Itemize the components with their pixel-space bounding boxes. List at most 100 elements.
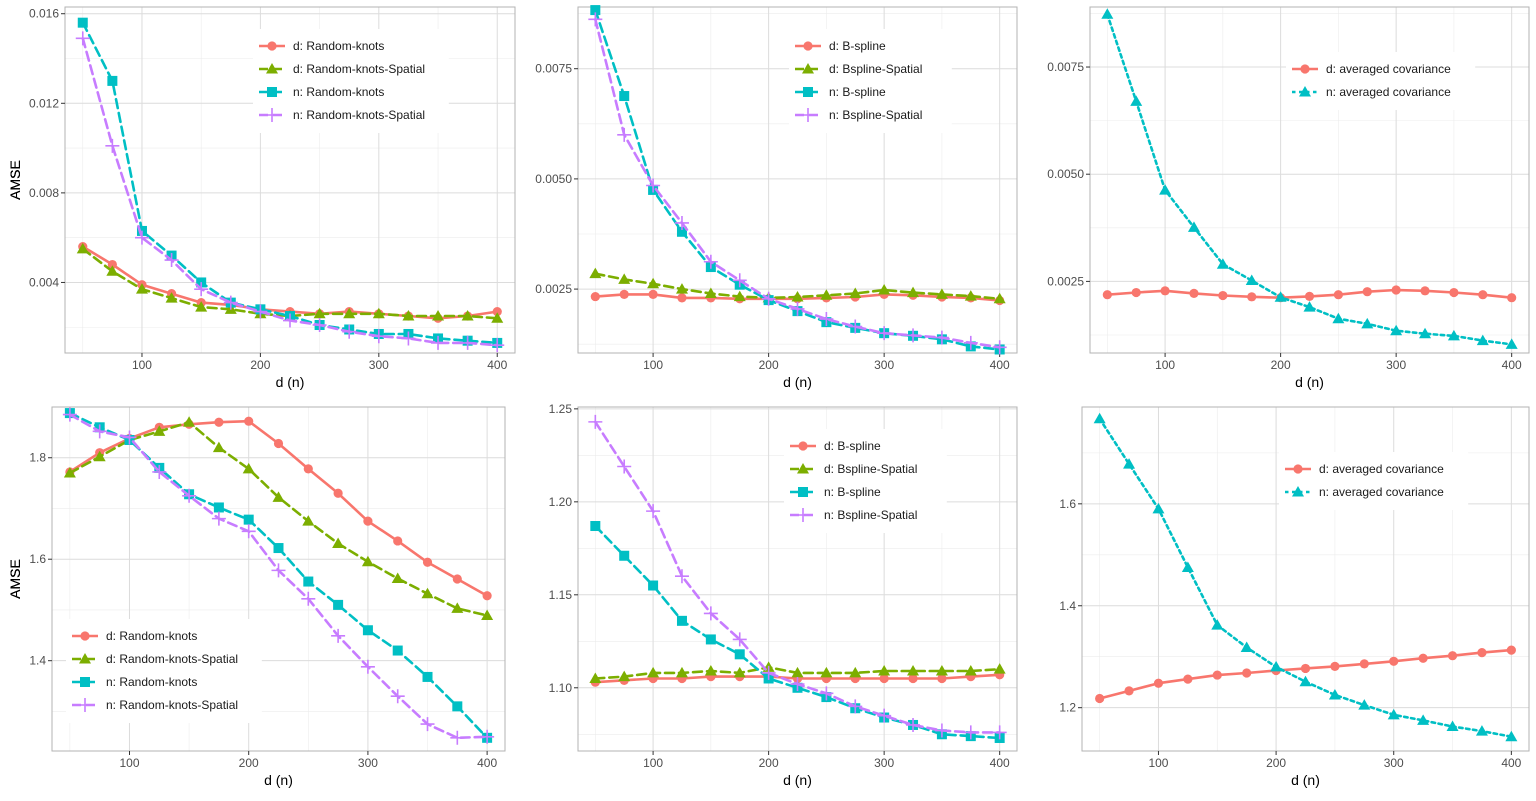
legend-label: n: B-spline — [829, 85, 886, 99]
legend: d: B-spline d: Bspline-Spatial n: B-spline… — [789, 29, 952, 133]
legend-key-marker — [796, 508, 810, 522]
data-point — [588, 12, 603, 27]
data-point — [393, 536, 403, 546]
data-point — [675, 283, 688, 294]
data-point — [1505, 338, 1518, 349]
data-point — [273, 543, 284, 554]
data-point — [420, 717, 435, 732]
data-point — [1102, 290, 1112, 300]
data-point — [214, 417, 224, 427]
y-tick-label: 1.25 — [549, 402, 573, 416]
data-point — [849, 666, 862, 678]
data-point — [390, 689, 405, 704]
data-point — [1419, 327, 1432, 339]
data-point — [849, 287, 862, 298]
data-point — [1505, 730, 1518, 742]
data-point — [361, 555, 374, 567]
data-point — [878, 665, 891, 676]
series-line — [1106, 13, 1513, 346]
data-point — [211, 511, 226, 526]
x-tick-label: 400 — [1502, 358, 1522, 372]
data-point — [993, 663, 1006, 674]
data-point — [105, 138, 120, 153]
data-point — [333, 599, 344, 610]
data-point — [422, 671, 433, 682]
data-point — [1387, 708, 1400, 720]
data-point — [993, 292, 1006, 304]
data-point — [1447, 651, 1458, 661]
data-point — [1245, 274, 1258, 286]
data-point — [302, 515, 315, 526]
data-point — [421, 587, 434, 599]
legend-background — [253, 29, 449, 133]
y-tick-label: 1.10 — [549, 681, 573, 695]
legend-key-marker — [797, 463, 809, 474]
x-tick-label: 100 — [643, 756, 663, 770]
data-point — [1095, 693, 1105, 704]
legend-key-marker — [267, 87, 277, 97]
data-point — [343, 307, 356, 319]
legend-background — [1286, 52, 1476, 110]
x-tick-label: 300 — [1384, 756, 1404, 770]
data-point — [820, 289, 833, 300]
data-point — [906, 717, 921, 732]
data-point — [1391, 285, 1401, 295]
legend-key-marker — [1300, 64, 1310, 74]
data-point — [371, 329, 386, 344]
data-point — [1299, 675, 1312, 687]
data-point — [402, 310, 415, 321]
legend-label: d: B-spline — [824, 439, 881, 453]
y-tick-label: 1.2 — [1059, 701, 1076, 715]
series-4 — [75, 31, 505, 353]
data-point — [1212, 670, 1222, 680]
legend-label: n: Random-knots-Spatial — [106, 698, 238, 712]
data-point — [76, 242, 89, 254]
data-point — [241, 524, 256, 539]
y-axis-title: AMSE — [7, 559, 23, 599]
data-point — [1183, 674, 1193, 684]
data-point — [675, 666, 688, 678]
legend-label: n: Bspline-Spatial — [829, 108, 922, 122]
legend-key-marker — [80, 677, 90, 687]
x-tick-label: 200 — [250, 358, 270, 372]
data-point — [617, 127, 632, 142]
x-tick-label: 200 — [1271, 358, 1291, 372]
panel-border — [577, 6, 1018, 354]
legend-key-marker — [803, 41, 813, 51]
data-point — [648, 580, 659, 591]
data-point — [617, 459, 632, 474]
data-point — [647, 666, 660, 678]
data-point — [1332, 312, 1345, 324]
data-point — [848, 699, 863, 714]
legend-key-marker — [266, 63, 278, 74]
x-tick-label: 200 — [759, 756, 779, 770]
data-point — [243, 514, 254, 525]
y-axis-title: AMSE — [7, 160, 23, 200]
data-point — [1159, 184, 1172, 195]
data-point — [360, 659, 375, 674]
data-point — [432, 310, 445, 321]
y-tick-label: 0.0050 — [535, 172, 572, 186]
data-point — [703, 254, 718, 269]
y-tick-label: 0.0050 — [1047, 167, 1084, 181]
x-tick-label: 300 — [874, 756, 894, 770]
data-point — [152, 464, 167, 479]
x-tick-label: 400 — [477, 756, 497, 770]
x-tick-label: 400 — [990, 756, 1010, 770]
data-point — [676, 615, 687, 626]
series-4 — [588, 414, 1007, 740]
data-point — [122, 430, 137, 445]
data-point — [1152, 502, 1165, 514]
data-point — [819, 686, 834, 701]
x-axis-title: d (n) — [783, 374, 812, 390]
data-point — [63, 466, 76, 478]
data-point — [908, 673, 918, 684]
legend-label: n: Bspline-Spatial — [824, 508, 917, 522]
data-point — [134, 230, 149, 245]
x-tick-label: 200 — [239, 756, 259, 770]
y-tick-label: 1.6 — [29, 552, 46, 566]
data-point — [937, 673, 947, 684]
legend-label: d: Bspline-Spatial — [824, 462, 917, 476]
data-point — [451, 602, 464, 613]
y-axis-title: AMSE — [7, 559, 23, 599]
